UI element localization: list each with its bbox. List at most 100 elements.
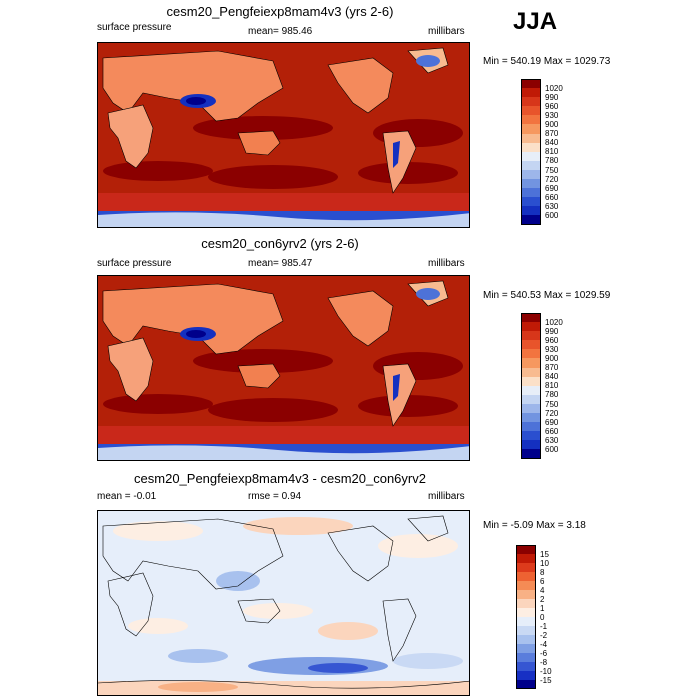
colorbar-swatch xyxy=(521,142,541,152)
colorbar-tick-label: 600 xyxy=(545,445,559,454)
panel2-map xyxy=(97,275,470,461)
australia-landmass xyxy=(237,130,281,156)
colorbar-tick-label: 930 xyxy=(545,110,559,120)
colorbar-swatch xyxy=(521,367,541,377)
positive-anomaly xyxy=(158,682,238,692)
colorbar-swatch xyxy=(516,662,536,671)
antarctic-anomaly xyxy=(98,681,469,695)
colorbar-swatch xyxy=(521,376,541,386)
colorbar-swatch xyxy=(521,188,541,198)
colorbar-swatch xyxy=(521,79,541,89)
colorbar-swatch xyxy=(521,340,541,350)
colorbar-tick-label: -6 xyxy=(540,648,548,658)
colorbar-swatch xyxy=(516,590,536,599)
colorbar-swatch xyxy=(521,179,541,189)
colorbar-swatch xyxy=(521,215,541,225)
panel1-map xyxy=(97,42,470,228)
positive-anomaly xyxy=(113,521,203,541)
subtropical-high xyxy=(208,398,338,422)
north-america-landmass xyxy=(327,57,394,114)
colorbar-swatch xyxy=(516,599,536,608)
colorbar-swatch xyxy=(516,554,536,563)
subtropical-high xyxy=(193,116,333,140)
panel2-units-label: millibars xyxy=(428,258,465,269)
colorbar-tick-label: 1 xyxy=(540,603,545,613)
colorbar-tick-label: 600 xyxy=(545,211,559,220)
tibet-core xyxy=(186,97,206,105)
colorbar-swatch xyxy=(521,124,541,134)
negative-anomaly xyxy=(168,649,228,663)
colorbar-swatch xyxy=(516,608,536,617)
colorbar-swatch xyxy=(521,449,541,459)
panel2-mean-label: mean= 985.47 xyxy=(248,258,313,269)
greenland-coastline xyxy=(407,515,449,542)
tibet-core xyxy=(186,330,206,338)
colorbar-swatch xyxy=(516,644,536,653)
north-america-landmass xyxy=(327,290,394,347)
colorbar-tick-label: 870 xyxy=(545,363,559,373)
africa-landmass xyxy=(107,104,154,169)
colorbar-tick-label: 780 xyxy=(545,156,559,166)
colorbar-swatch xyxy=(516,680,536,689)
negative-anomaly xyxy=(216,571,260,591)
colorbar-swatch xyxy=(521,331,541,341)
eurasia-landmass xyxy=(102,283,284,355)
colorbar-tick-label: 750 xyxy=(545,165,559,175)
colorbar-swatch xyxy=(516,626,536,635)
colorbar-swatch xyxy=(521,133,541,143)
colorbar-swatch xyxy=(521,106,541,116)
subtropical-high xyxy=(358,395,458,417)
panel3-colorbar: 15 10 8 6 4 2 1 0 -1 -2 -4 -6 -8 -10 -15 xyxy=(516,545,552,689)
panel3-title: cesm20_Pengfeiexp8mam4v3 - cesm20_con6yr… xyxy=(134,471,426,486)
colorbar-tick-label: 660 xyxy=(545,192,559,202)
colorbar-tick-label: -1 xyxy=(540,621,548,631)
colorbar-tick-label: 630 xyxy=(545,435,559,445)
andes-low-pressure xyxy=(393,374,400,401)
colorbar-tick-label: 8 xyxy=(540,567,545,577)
south-america-coastline xyxy=(382,598,417,662)
panel2-minmax: Min = 540.53 Max = 1029.59 xyxy=(483,290,611,301)
southern-ocean-band xyxy=(98,426,469,444)
colorbar-swatch xyxy=(516,653,536,662)
colorbar-swatch xyxy=(521,385,541,395)
negative-anomaly xyxy=(393,653,463,669)
panel1-units-label: millibars xyxy=(428,26,465,37)
negative-anomaly-core xyxy=(308,663,368,673)
colorbar-swatch xyxy=(521,151,541,161)
colorbar-swatch xyxy=(516,617,536,626)
australia-landmass xyxy=(237,363,281,389)
subtropical-high xyxy=(103,161,213,181)
colorbar-tick-label: 990 xyxy=(545,92,559,102)
colorbar-swatch xyxy=(516,545,536,554)
colorbar-tick-label: 2 xyxy=(540,594,545,604)
colorbar-tick-label: 4 xyxy=(540,585,545,595)
colorbar-swatch xyxy=(521,313,541,323)
colorbar-tick-label: 900 xyxy=(545,120,559,129)
panel2-title: cesm20_con6yrv2 (yrs 2-6) xyxy=(201,236,359,251)
panel3-mean-label: mean = -0.01 xyxy=(97,491,157,502)
panel3-rmse-label: rmse = 0.94 xyxy=(248,491,302,502)
colorbar-tick-label: 780 xyxy=(545,390,559,400)
colorbar-tick-label: 690 xyxy=(545,183,559,193)
colorbar-swatch xyxy=(521,197,541,207)
colorbar-tick-label: 10 xyxy=(540,558,549,568)
colorbar-tick-label: 930 xyxy=(545,344,559,354)
panel2-map-svg xyxy=(98,276,469,460)
panel3-units-label: millibars xyxy=(428,491,465,502)
colorbar-tick-label: 630 xyxy=(545,201,559,211)
panel3-map xyxy=(97,510,470,696)
colorbar-tick-label: -2 xyxy=(540,630,548,640)
colorbar-swatch xyxy=(521,169,541,180)
positive-anomaly xyxy=(128,618,188,634)
positive-anomaly xyxy=(243,517,353,535)
eurasia-coastline xyxy=(102,518,284,590)
colorbar-swatch xyxy=(521,206,541,216)
panel3-minmax: Min = -5.09 Max = 3.18 xyxy=(483,520,586,531)
colorbar-tick-label: 900 xyxy=(545,354,559,363)
subtropical-high xyxy=(193,349,333,373)
panel1-colorbar: 1020 990 960 930 900 870 840 810 780 750 720 690 660… xyxy=(521,79,563,225)
colorbar-swatch xyxy=(516,572,536,581)
positive-anomaly xyxy=(318,622,378,640)
colorbar-tick-label: 870 xyxy=(545,129,559,139)
colorbar-tick-label: 810 xyxy=(545,381,559,391)
